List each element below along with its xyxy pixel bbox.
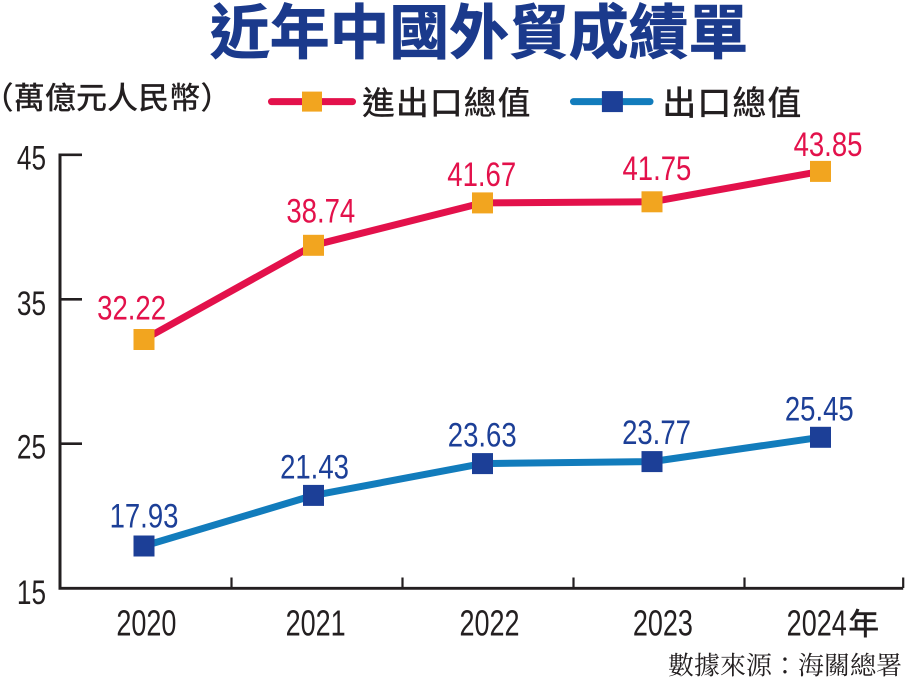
svg-text:41.75: 41.75: [622, 149, 691, 187]
svg-text:2022: 2022: [459, 603, 519, 644]
svg-text:32.22: 32.22: [97, 289, 166, 327]
svg-text:21.43: 21.43: [280, 448, 349, 486]
svg-text:45: 45: [17, 140, 46, 177]
svg-text:23.77: 23.77: [622, 413, 691, 451]
svg-text:2020: 2020: [116, 603, 176, 644]
svg-text:15: 15: [17, 575, 46, 612]
svg-text:23.63: 23.63: [448, 416, 517, 454]
svg-text:2023: 2023: [633, 603, 693, 644]
svg-text:41.67: 41.67: [447, 155, 516, 193]
svg-text:43.85: 43.85: [794, 125, 863, 163]
svg-text:25: 25: [17, 430, 46, 467]
svg-text:35: 35: [17, 286, 46, 323]
svg-text:38.74: 38.74: [286, 192, 355, 230]
svg-text:17.93: 17.93: [110, 497, 179, 535]
svg-text:2021: 2021: [286, 603, 346, 644]
svg-text:25.45: 25.45: [785, 390, 854, 428]
svg-text:2024: 2024: [787, 603, 847, 644]
